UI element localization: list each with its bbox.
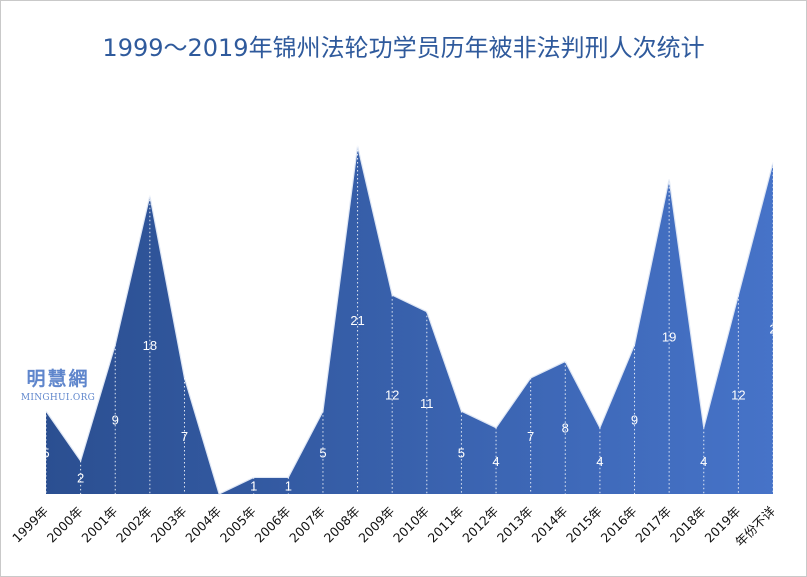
data-label: 2	[769, 321, 776, 336]
x-tick-label: 2007年	[286, 504, 328, 546]
x-tick-label: 2001年	[78, 504, 120, 546]
data-label: 18	[143, 338, 157, 353]
series-outline	[45, 145, 774, 495]
data-label: 9	[112, 412, 119, 427]
x-tick-label: 2003年	[148, 504, 190, 546]
data-label: 5	[42, 446, 49, 461]
x-tick-label: 2012年	[459, 504, 501, 546]
data-label: 7	[527, 429, 534, 444]
x-tick-label: 2004年	[182, 504, 224, 546]
data-label: 9	[631, 412, 638, 427]
x-tick-label: 2013年	[494, 504, 536, 546]
x-tick-label: 2011年	[425, 504, 467, 546]
data-label: 5	[458, 446, 465, 461]
x-tick-label: 2000年	[44, 504, 86, 546]
data-label: 1	[250, 479, 257, 494]
data-label: 21	[350, 313, 364, 328]
minghui-logo: 明慧網 MINGHUI.ORG	[16, 364, 100, 403]
x-tick-label: 2017年	[632, 504, 674, 546]
data-label: 4	[700, 454, 707, 469]
x-tick-label: 2005年	[217, 504, 259, 546]
data-label: 8	[562, 421, 569, 436]
series-area	[46, 146, 773, 494]
x-tick-label: 2014年	[528, 504, 570, 546]
x-tick-label: 2010年	[390, 504, 432, 546]
data-label: 12	[731, 388, 745, 403]
data-label: 4	[492, 454, 499, 469]
x-tick-label: 2006年	[252, 504, 294, 546]
data-label: 1	[285, 479, 292, 494]
x-tick-label: 2009年	[355, 504, 397, 546]
data-label: 19	[662, 330, 676, 345]
data-label: 11	[420, 396, 434, 411]
logo-text-cn: 明慧網	[26, 368, 90, 390]
data-label: 4	[596, 454, 603, 469]
x-tick-label: 2008年	[321, 504, 363, 546]
x-tick-label: 2016年	[598, 504, 640, 546]
chart-title: 1999～2019年锦州法轮功学员历年被非法判刑人次统计	[102, 34, 705, 62]
x-tick-label: 2018年	[667, 504, 709, 546]
logo-text-en: MINGHUI.ORG	[20, 393, 96, 403]
data-label: 5	[319, 446, 326, 461]
data-label: 12	[385, 388, 399, 403]
x-tick-label: 2002年	[113, 504, 155, 546]
x-tick-label: 1999年	[9, 504, 51, 546]
data-label: 7	[181, 429, 188, 444]
x-tick-label: 2015年	[563, 504, 605, 546]
data-label: 2	[77, 470, 84, 485]
